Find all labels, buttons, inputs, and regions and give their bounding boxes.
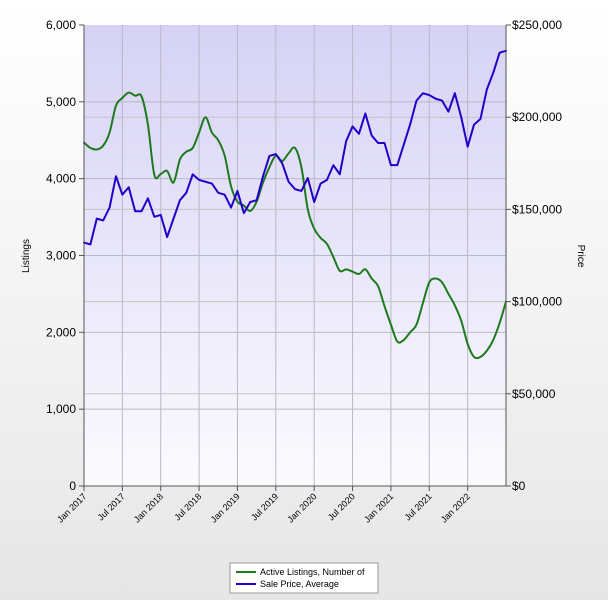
legend-label-listings: Active Listings, Number of <box>260 567 365 577</box>
right-tick-label: $0 <box>512 479 526 493</box>
x-tick-label: Jul 2020 <box>326 491 357 522</box>
right-tick-label: $250,000 <box>512 18 562 32</box>
left-tick-label: 5,000 <box>46 95 76 109</box>
series-line-active-listings <box>83 91 507 360</box>
left-tick-label: 6,000 <box>46 18 76 32</box>
right-tick-label: $150,000 <box>512 202 562 216</box>
right-tick-label: $100,000 <box>512 295 562 309</box>
x-tick-label: Jan 2021 <box>362 491 395 524</box>
grid-lines <box>84 25 506 486</box>
x-tick-label: Jan 2017 <box>55 491 88 524</box>
x-tick-label: Jul 2017 <box>96 491 127 522</box>
right-tick-label: $200,000 <box>512 110 562 124</box>
legend: Active Listings, Number of Sale Price, A… <box>229 562 379 594</box>
x-tick-label: Jul 2019 <box>249 491 280 522</box>
right-axis-title: Price <box>575 245 586 268</box>
x-tick-label: Jul 2021 <box>403 491 434 522</box>
series-layer <box>83 49 507 360</box>
x-tick-label: Jul 2018 <box>172 491 203 522</box>
left-axis-title: Listings <box>21 239 32 273</box>
left-tick-label: 3,000 <box>46 249 76 263</box>
x-axis-ticks: Jan 2017 Jul 2017 Jan 2018 Jul 2018 Jan 2019… <box>55 486 472 525</box>
x-tick-label: Jan 2018 <box>132 491 165 524</box>
right-tick-label: $50,000 <box>512 387 556 401</box>
left-axis-ticks: 0 1,000 2,000 3,000 4,000 5,000 6,000 <box>46 18 84 493</box>
x-tick-label: Jan 2019 <box>209 491 242 524</box>
right-axis-ticks: $0 $50,000 $100,000 $150,000 $200,000 $250,00… <box>506 18 562 493</box>
left-tick-label: 2,000 <box>46 325 76 339</box>
left-tick-label: 4,000 <box>46 172 76 186</box>
left-tick-label: 0 <box>69 479 76 493</box>
left-tick-label: 1,000 <box>46 402 76 416</box>
x-tick-label: Jan 2022 <box>439 491 472 524</box>
series-line-sale-price <box>83 49 507 246</box>
legend-box <box>229 562 379 594</box>
x-tick-label: Jan 2020 <box>285 491 318 524</box>
legend-label-price: Sale Price, Average <box>260 579 339 589</box>
